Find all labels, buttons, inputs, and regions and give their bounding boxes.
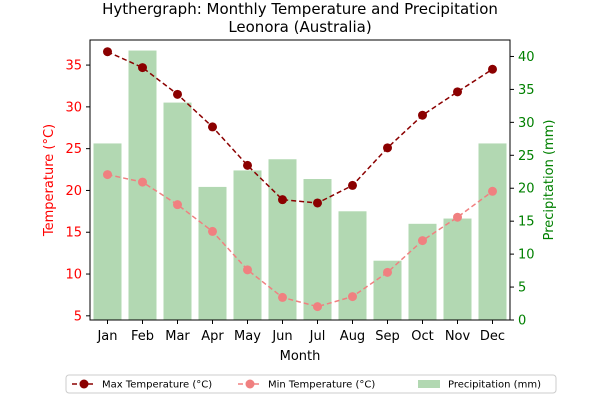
y-tick-label-right: 35	[518, 83, 535, 98]
precipitation-bar-apr	[198, 186, 227, 320]
y-tick-label-left: 10	[65, 268, 82, 283]
max-temp-point-apr	[208, 122, 217, 132]
max-temp-point-sep	[383, 143, 392, 153]
y-tick-label-left: 30	[65, 100, 82, 115]
x-tick-label-jul: Jul	[309, 329, 326, 344]
x-tick-label-nov: Nov	[445, 329, 471, 344]
legend: Max Temperature (°C) Min Temperature (°C)…	[65, 374, 557, 394]
min-temp-point-oct	[418, 236, 427, 246]
x-tick-label-jan: Jan	[96, 329, 117, 344]
y-tick-label-right: 30	[518, 116, 535, 131]
x-tick-label-mar: Mar	[165, 329, 190, 344]
min-temp-point-feb	[138, 177, 147, 187]
min-temp-point-jan	[103, 170, 112, 180]
precipitation-bar-nov	[443, 218, 472, 320]
temperature-lines	[103, 47, 497, 312]
x-tick-label-aug: Aug	[340, 329, 365, 344]
legend-swatch-bar	[418, 380, 440, 388]
legend-swatch-marker	[245, 379, 255, 389]
x-axis-label: Month	[280, 349, 321, 364]
min-temp-point-mar	[173, 200, 182, 210]
chart-title: Hythergraph: Monthly Temperature and Pre…	[102, 0, 498, 18]
min-temp-point-jun	[278, 292, 287, 302]
y-tick-label-left: 15	[65, 226, 82, 241]
y-tick-label-left: 5	[74, 309, 82, 324]
y-tick-label-right: 20	[518, 182, 535, 197]
axes: Jan Feb Mar Apr May Jun Jul Aug Sep Oct Nov Dec 5 10 1…	[65, 39, 535, 344]
min-temp-point-dec	[488, 186, 497, 196]
max-temp-point-oct	[418, 110, 427, 120]
precipitation-bar-may	[233, 170, 262, 320]
plot-frame	[89, 39, 511, 321]
y-axis-label-left: Temperature (°C)	[42, 124, 57, 237]
max-temp-point-jul	[313, 198, 322, 208]
x-tick-label-jun: Jun	[271, 329, 292, 344]
min-temp-point-sep	[383, 267, 392, 277]
y-tick-label-right: 15	[518, 215, 535, 230]
x-tick-label-apr: Apr	[201, 329, 224, 344]
x-tick-label-may: May	[234, 329, 261, 344]
precipitation-bar-jan	[93, 143, 122, 320]
x-tick-label-sep: Sep	[375, 329, 400, 344]
y-tick-label-right: 0	[518, 314, 526, 329]
y-tick-label-right: 5	[518, 281, 526, 296]
min-temp-point-may	[243, 265, 252, 275]
max-temp-point-dec	[488, 64, 497, 74]
y-tick-label-left: 25	[65, 142, 82, 157]
y-tick-label-right: 25	[518, 149, 535, 164]
y-tick-label-left: 20	[65, 184, 82, 199]
legend-box	[65, 374, 557, 394]
max-temp-line	[107, 51, 493, 204]
max-temp-point-aug	[348, 180, 357, 190]
max-temp-point-jan	[103, 47, 112, 57]
legend-label: Precipitation (mm)	[448, 380, 541, 391]
min-temp-line	[107, 173, 493, 308]
min-temp-point-apr	[208, 226, 217, 236]
max-temp-point-feb	[138, 63, 147, 73]
y-axis-label-right: Precipitation (mm)	[542, 120, 557, 241]
y-tick-label-right: 40	[518, 50, 535, 65]
precipitation-bars	[93, 50, 507, 321]
chart-subtitle: Leonora (Australia)	[228, 18, 371, 36]
legend-swatch-marker	[79, 379, 89, 389]
max-temp-point-nov	[453, 87, 462, 97]
max-temp-point-mar	[173, 89, 182, 99]
legend-label: Min Temperature (°C)	[268, 380, 375, 391]
max-temp-point-may	[243, 160, 252, 170]
precipitation-bar-dec	[478, 143, 507, 320]
y-tick-label-left: 35	[65, 59, 82, 74]
min-temp-point-nov	[453, 212, 462, 222]
min-temp-point-aug	[348, 292, 357, 302]
x-tick-label-dec: Dec	[480, 329, 505, 344]
x-tick-label-feb: Feb	[131, 329, 154, 344]
x-tick-label-oct: Oct	[411, 329, 433, 344]
max-temp-point-jun	[278, 195, 287, 205]
legend-label: Max Temperature (°C)	[102, 380, 212, 391]
precipitation-bar-aug	[338, 211, 367, 320]
y-tick-label-right: 10	[518, 248, 535, 263]
min-temp-point-jul	[313, 302, 322, 312]
